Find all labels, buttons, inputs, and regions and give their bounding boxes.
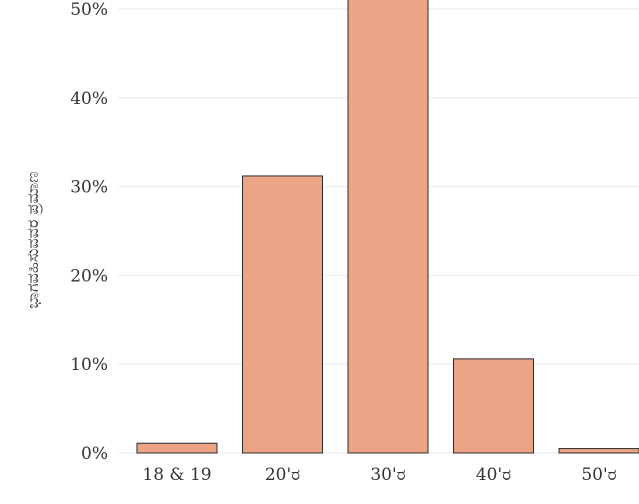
y-tick-labels: 0% 10% 20% 30% 40% 50%: [70, 0, 108, 464]
x-tick-labels: 18 & 19 20'ರ 30'ರ 40'ರ 50'ರ: [142, 465, 616, 485]
bar: [242, 175, 323, 454]
x-tick-label: 30'ರ: [370, 465, 405, 485]
x-tick-label: 18 & 19: [142, 465, 211, 485]
y-tick-label: 40%: [70, 89, 108, 109]
bars: [136, 0, 639, 454]
bar: [347, 0, 429, 454]
x-tick-label: 40'ರ: [476, 465, 511, 485]
x-tick-label: 20'ರ: [265, 465, 300, 485]
y-tick-label: 10%: [70, 355, 108, 375]
y-axis-title: ಭಾಗವಹಿಸುವವರ ಪ್ರಮಾಣ: [23, 171, 43, 308]
bar: [558, 448, 639, 454]
x-tick-label: 50'ರ: [581, 465, 616, 485]
y-tick-label: 30%: [70, 178, 108, 198]
y-tick-label: 0%: [81, 444, 108, 464]
bar: [453, 358, 534, 454]
y-tick-label: 20%: [70, 266, 108, 286]
y-tick-label: 50%: [70, 0, 108, 20]
bar: [136, 442, 218, 454]
